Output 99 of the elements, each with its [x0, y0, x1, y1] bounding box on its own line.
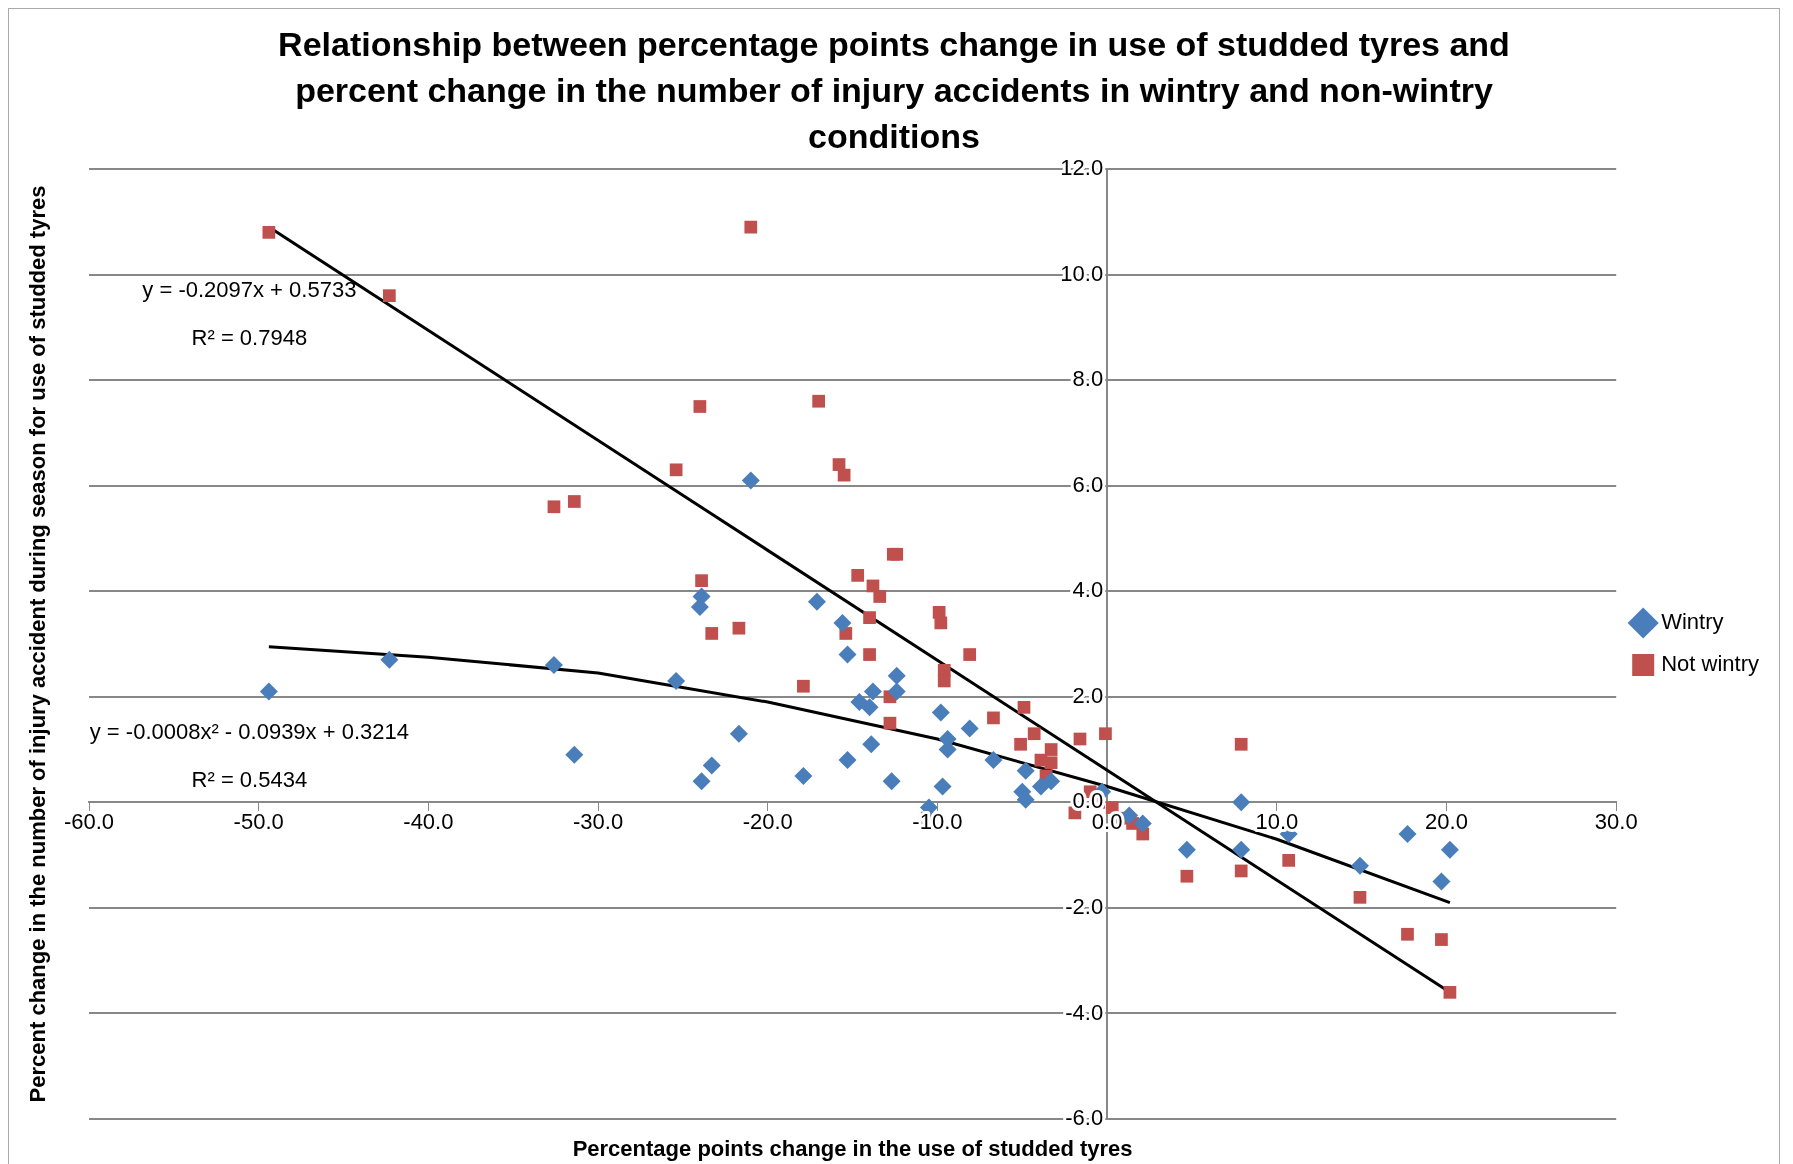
y-tick-label: -2.0 — [1065, 893, 1104, 919]
point — [1350, 856, 1369, 875]
point — [1014, 737, 1027, 751]
annotation: y = -0.2097x + 0.5733 — [142, 277, 357, 303]
point — [1017, 700, 1031, 714]
point — [1042, 772, 1061, 791]
point — [934, 616, 948, 630]
point — [960, 719, 979, 738]
point — [984, 751, 1003, 770]
point — [693, 400, 707, 413]
point — [887, 682, 906, 701]
x-tick-label: -30.0 — [572, 809, 624, 835]
annotation: y = -0.0008x² - 0.0939x + 0.3214 — [89, 719, 409, 744]
point — [882, 772, 901, 791]
y-tick-label: -6.0 — [1065, 1105, 1104, 1131]
point — [987, 711, 1000, 725]
y-tick-label: 2.0 — [1072, 682, 1104, 708]
point — [1282, 854, 1296, 867]
point — [863, 611, 876, 624]
y-tick-label: 10.0 — [1060, 260, 1104, 286]
annotation: R² = 0.5434 — [191, 766, 308, 792]
point — [544, 656, 563, 675]
x-tick-label: 20.0 — [1425, 809, 1468, 835]
x-tick-label: 10.0 — [1255, 809, 1299, 835]
point — [1353, 890, 1367, 904]
legend-label: Wintry — [1661, 609, 1724, 635]
annotation: R² = 0.7948 — [191, 324, 308, 350]
point — [744, 220, 758, 234]
point — [873, 590, 887, 603]
y-tick-label: 0.0 — [1072, 788, 1104, 814]
y-tick-label: 8.0 — [1072, 366, 1104, 392]
point — [863, 682, 882, 701]
point — [933, 777, 952, 796]
point — [1044, 756, 1058, 770]
x-tick-label: 30.0 — [1594, 809, 1638, 835]
point — [833, 613, 852, 632]
point — [883, 716, 897, 730]
point — [380, 650, 399, 669]
x-tick-label: -60.0 — [63, 809, 115, 835]
point — [1133, 814, 1152, 833]
point — [741, 471, 760, 490]
point — [565, 745, 584, 764]
point — [1177, 840, 1196, 859]
point — [937, 674, 951, 688]
point — [1099, 727, 1112, 741]
point — [863, 648, 876, 661]
chart-title: Relationship between percentage points change in use of studded tyres and percent change in the number of injury accidents in wintry and non-wintry conditions — [278, 25, 1510, 155]
point — [667, 671, 686, 690]
y-tick-label: -4.0 — [1065, 999, 1104, 1025]
x-tick-label: -20.0 — [742, 809, 793, 835]
x-tick-label: -10.0 — [912, 809, 963, 835]
point — [1234, 864, 1248, 878]
point — [1432, 872, 1451, 891]
y-axis-title: Percent change in the number of injury accident during season for use of studded tyres — [25, 185, 51, 1103]
point — [729, 724, 748, 743]
point — [1232, 840, 1251, 859]
y-tick-label: 4.0 — [1072, 577, 1104, 603]
point — [1435, 933, 1448, 946]
point — [1027, 727, 1041, 741]
point — [262, 225, 276, 239]
point — [812, 394, 826, 408]
point — [1016, 761, 1035, 780]
point — [963, 648, 977, 661]
point — [797, 679, 810, 693]
point — [794, 766, 813, 785]
point — [705, 627, 719, 640]
point — [807, 592, 826, 611]
point — [838, 751, 857, 770]
point — [931, 703, 950, 722]
point — [838, 645, 857, 664]
point — [669, 463, 683, 477]
x-axis-title: Percentage points change in the use of studded tyres — [572, 1136, 1133, 1162]
point — [702, 756, 721, 775]
point — [862, 735, 881, 754]
point — [382, 289, 396, 303]
x-tick-label: -50.0 — [233, 809, 284, 835]
legend-label: Not wintry — [1661, 651, 1759, 677]
point — [851, 569, 865, 582]
point — [1398, 825, 1417, 843]
point — [890, 547, 904, 561]
point — [1105, 801, 1119, 814]
point — [1232, 793, 1251, 812]
y-tick-label: 6.0 — [1072, 471, 1104, 497]
x-tick-label: -40.0 — [403, 809, 454, 835]
point — [1440, 840, 1459, 859]
point — [692, 772, 711, 791]
point — [887, 666, 906, 685]
point — [1044, 743, 1058, 756]
point — [567, 495, 581, 508]
point — [1234, 737, 1248, 751]
point — [259, 682, 278, 701]
point — [1401, 927, 1414, 941]
point — [732, 621, 746, 635]
point — [1443, 985, 1457, 999]
point — [547, 500, 561, 514]
y-tick-label: 12.0 — [1060, 155, 1104, 181]
point — [695, 574, 708, 588]
point — [860, 698, 879, 717]
point — [1180, 869, 1194, 883]
